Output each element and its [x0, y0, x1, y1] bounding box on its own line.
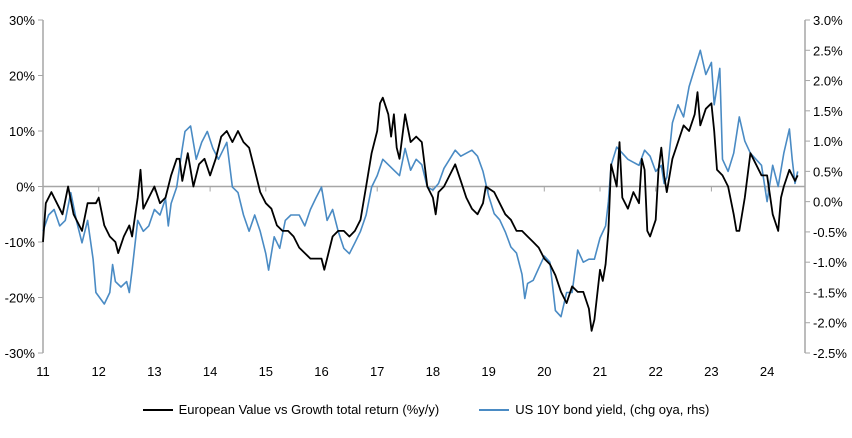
right-tick-label: 0.5% [813, 164, 843, 179]
left-tick-label: 20% [9, 69, 35, 84]
right-tick-label: 2.0% [813, 74, 843, 89]
chart-plot: 30% 20% 10% 0% -10% -20% -30% 3.0% 2.5% 2.0% 1.5% 1… [5, 13, 848, 379]
left-tick-label: 30% [9, 13, 35, 28]
x-tick-label: 11 [36, 364, 50, 379]
left-tick-label: -20% [5, 291, 36, 306]
left-tick-label: 10% [9, 124, 35, 139]
x-tick-label: 15 [259, 364, 273, 379]
series-line-us-10y-yield [42, 49, 799, 318]
x-tick-label: 14 [203, 364, 217, 379]
x-tick-label: 23 [704, 364, 718, 379]
x-tick-label: 22 [648, 364, 662, 379]
right-tick-label: -1.5% [813, 285, 847, 300]
x-tick-label: 17 [370, 364, 384, 379]
x-tick-label: 24 [760, 364, 774, 379]
right-tick-label: -2.5% [813, 346, 847, 361]
x-tick-label: 16 [314, 364, 328, 379]
left-tick-label: -30% [5, 346, 36, 361]
x-tick-label: 13 [147, 364, 161, 379]
legend-swatch-black [142, 408, 173, 411]
right-tick-label: 3.0% [813, 13, 843, 28]
legend-label: US 10Y bond yield, (chg oya, rhs) [515, 402, 710, 417]
right-tick-label: -1.0% [813, 255, 847, 270]
x-tick-label: 19 [481, 364, 495, 379]
x-tick-label: 18 [426, 364, 440, 379]
x-tick-label: 20 [537, 364, 551, 379]
left-tick-label: 0% [16, 180, 35, 195]
left-tick-label: -10% [5, 235, 36, 250]
legend-item-value-growth: European Value vs Growth total return (%… [142, 402, 440, 417]
right-tick-label: -0.5% [813, 225, 847, 240]
legend-swatch-blue [479, 408, 510, 411]
right-tick-label: 1.0% [813, 134, 843, 149]
right-tick-label: 2.5% [813, 43, 843, 58]
legend: European Value vs Growth total return (%… [0, 402, 852, 417]
legend-item-us-yield: US 10Y bond yield, (chg oya, rhs) [479, 402, 709, 417]
right-tick-label: 1.5% [813, 104, 843, 119]
series-line-value-growth [42, 91, 799, 332]
legend-label: European Value vs Growth total return (%… [178, 402, 440, 417]
right-tick-label: 0.0% [813, 195, 843, 210]
x-tick-label: 21 [593, 364, 607, 379]
right-tick-label: -2.0% [813, 316, 847, 331]
x-tick-label: 12 [91, 364, 105, 379]
